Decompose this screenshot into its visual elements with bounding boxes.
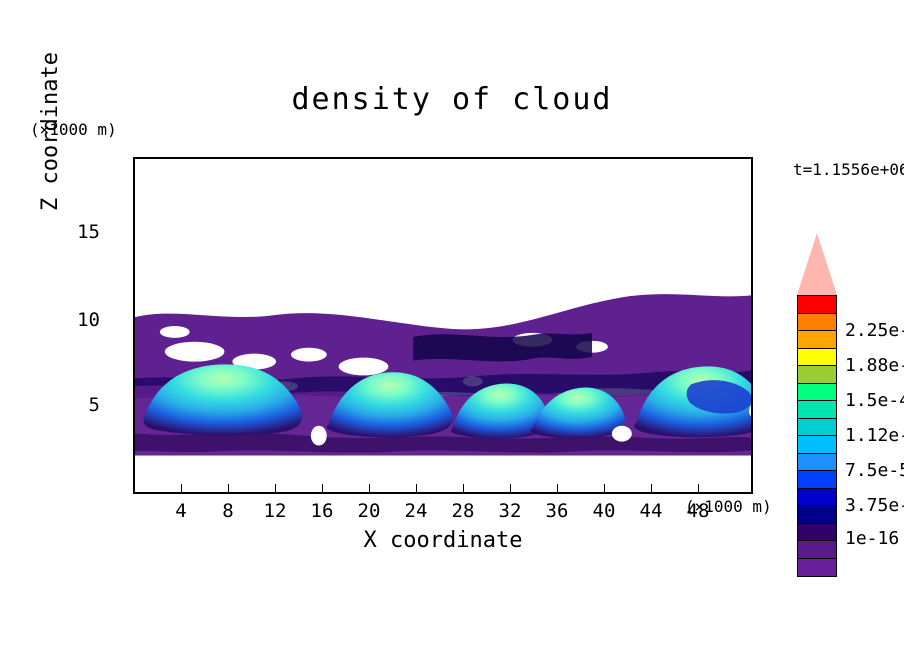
colorbar-seg-6 [798,401,836,419]
x-tick-label-40: 40 [589,500,619,522]
y-axis-title: Z coordinate [38,0,68,300]
x-axis-title: X coordinate [133,528,753,553]
colorbar-arrow-icon [797,233,837,295]
colorbar-seg-11 [798,489,836,507]
x-tick-label-36: 36 [542,500,572,522]
x-tick-label-48: 48 [683,500,713,522]
colorbar-label-15e4: 1.5e-4 [845,390,904,411]
x-tick-label-20: 20 [354,500,384,522]
colorbar-body[interactable] [797,295,837,577]
x-tick-label-32: 32 [495,500,525,522]
colorbar-seg-1 [798,314,836,332]
x-tick-label-44: 44 [636,500,666,522]
colorbar-label-1e16: 1e-16 [845,528,899,549]
y-tick-label-15: 15 [70,221,100,243]
colorbar-seg-4 [798,366,836,384]
colorbar-seg-12 [798,506,836,524]
colorbar-seg-5 [798,384,836,402]
colorbar-label-225e4: 2.25e-4 [845,320,904,341]
x-tick-label-28: 28 [448,500,478,522]
colorbar-seg-9 [798,454,836,472]
colorbar-seg-7 [798,419,836,437]
colorbar-seg-15 [798,559,836,577]
colorbar-label-75e5: 7.5e-5 [845,460,904,481]
colorbar[interactable] [797,233,837,577]
x-tick-label-24: 24 [401,500,431,522]
x-tick-label-12: 12 [260,500,290,522]
colorbar-seg-8 [798,436,836,454]
time-label: t=1.1556e+06 [793,160,904,179]
colorbar-label-375e5: 3.75e-5 [845,495,904,516]
chart-title: density of cloud [0,82,904,117]
colorbar-seg-0 [798,296,836,314]
colorbar-label-188e4: 1.88e-4 [845,355,904,376]
x-tick-label-8: 8 [213,500,243,522]
colorbar-seg-13 [798,524,836,542]
cloud-density-field [135,159,751,492]
colorbar-label-112e4: 1.12e-4 [845,425,904,446]
root: density of cloud (×1000 m) t=1.1556e+06 … [0,0,904,654]
colorbar-seg-2 [798,331,836,349]
colorbar-seg-14 [798,541,836,559]
x-tick-label-4: 4 [166,500,196,522]
colorbar-seg-3 [798,349,836,367]
colorbar-seg-10 [798,471,836,489]
contour-plot-area[interactable] [133,157,753,494]
y-tick-label-5: 5 [70,394,100,416]
y-tick-label-10: 10 [70,309,100,331]
x-tick-label-16: 16 [307,500,337,522]
